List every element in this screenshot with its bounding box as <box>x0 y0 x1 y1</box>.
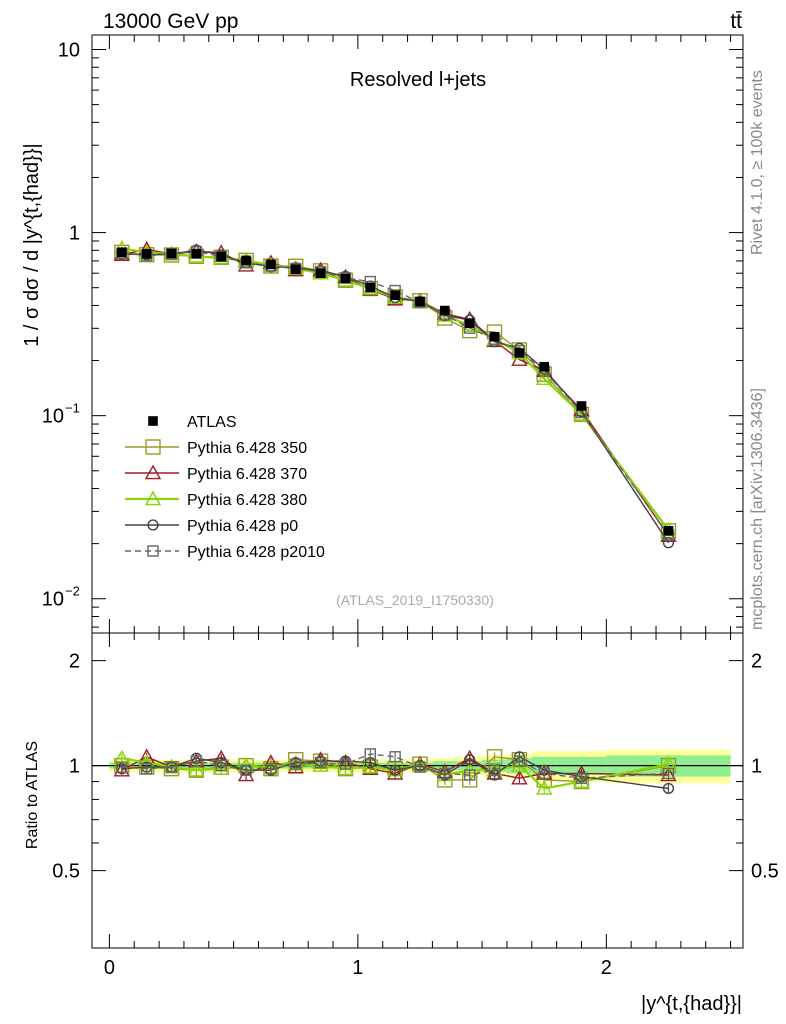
x-tick-label: 1 <box>352 957 363 979</box>
process-label: tt̄ <box>730 10 742 33</box>
atlas-data-point <box>440 305 450 316</box>
ratio-point-p2010 <box>240 764 252 776</box>
legend-marker-p350 <box>145 439 161 455</box>
atlas-data-point <box>191 249 202 259</box>
series-point-p380 <box>536 370 553 386</box>
legend-label-p380: Pythia 6.428 380 <box>187 492 307 509</box>
y-tick-label-0.01: 10 <box>42 589 64 611</box>
chart-title: Resolved l+jets <box>350 69 486 91</box>
atlas-data-point <box>489 331 500 342</box>
ratio-point-p370 <box>113 761 131 777</box>
ratio-point-p2010 <box>463 769 476 781</box>
ratio-point-p0 <box>464 754 476 766</box>
atlas-data-point <box>216 251 227 262</box>
ratio-point-p380 <box>511 757 528 772</box>
atlas-data-point <box>266 259 276 270</box>
ratio-point-p0 <box>662 782 675 795</box>
analysis-watermark: (ATLAS_2019_I1750330) <box>336 592 494 608</box>
series-point-p0 <box>662 537 675 549</box>
legend-label-p350: Pythia 6.428 350 <box>187 440 307 457</box>
ratio-point-p2010 <box>314 756 327 769</box>
y-tick-label-0.1: 10 <box>42 406 64 428</box>
ratio-point-p2010 <box>215 759 227 772</box>
ratio-point-p2010 <box>538 767 550 780</box>
atlas-data-point <box>241 255 251 266</box>
ratio-point-p2010 <box>165 761 178 773</box>
legend-marker-p370 <box>144 464 162 480</box>
ratio-line-p2010 <box>121 753 669 779</box>
ratio-point-p2010 <box>439 767 451 780</box>
atlas-data-point <box>117 247 127 258</box>
legend-label-p2010: Pythia 6.428 p2010 <box>187 544 325 561</box>
atlas-data-point <box>315 268 326 278</box>
y-axis-label: 1 / σ dσ / d |y^{t,{had}}| <box>21 143 43 347</box>
x-axis-label: |y^{t,{had}}| <box>641 993 742 1015</box>
y-tick-exponent: −2 <box>65 584 80 599</box>
legend-marker-atlas <box>148 416 158 426</box>
atlas-data-point <box>663 526 674 536</box>
atlas-data-point <box>141 249 152 259</box>
legend-marker-p380 <box>144 490 162 506</box>
rivet-side-label: Rivet 4.1.0, ≥ 100k events <box>749 70 766 255</box>
mcplots-side-label: mcplots.cern.ch [arXiv:1306.3436] <box>749 388 766 630</box>
ratio-point-p2010 <box>575 772 588 784</box>
ratio-point-p2010 <box>662 767 675 780</box>
x-tick-label: 0 <box>104 957 115 979</box>
ratio-tick-label-left: 2 <box>69 651 80 673</box>
x-tick-label: 2 <box>601 957 612 979</box>
ratio-tick-label-left: 0.5 <box>52 861 80 883</box>
ratio-panel-series <box>113 748 677 795</box>
ratio-point-p380 <box>213 760 230 775</box>
atlas-data-point <box>539 361 550 372</box>
y-tick-exponent: −1 <box>65 401 80 416</box>
ratio-point-p2010 <box>290 758 302 770</box>
legend-marker-p2010 <box>147 545 159 557</box>
atlas-data-point <box>464 318 475 328</box>
ratio-point-p0 <box>389 764 401 776</box>
y-tick-label-10: 10 <box>58 39 80 61</box>
ratio-point-p380 <box>337 760 354 775</box>
ratio-tick-label-right: 1 <box>751 756 762 778</box>
legend-label-p0: Pythia 6.428 p0 <box>187 518 298 535</box>
ratio-point-p380 <box>188 761 205 777</box>
atlas-data-point <box>415 296 425 307</box>
legend-label-atlas: ATLAS <box>187 414 237 431</box>
atlas-data-point <box>390 290 400 300</box>
atlas-data-point <box>340 273 351 284</box>
ratio-point-p2010 <box>414 761 426 773</box>
series-point-p380 <box>573 405 590 421</box>
ratio-point-p2010 <box>265 762 277 775</box>
atlas-data-point <box>166 248 177 259</box>
main-panel-series <box>113 240 677 549</box>
atlas-data-point <box>365 282 376 293</box>
ratio-tick-label-right: 0.5 <box>751 861 779 883</box>
energy-label: 13000 GeV pp <box>103 10 238 33</box>
ratio-point-p370 <box>511 769 528 785</box>
legend-label-p370: Pythia 6.428 370 <box>187 466 307 483</box>
ratio-point-p2010 <box>116 761 128 773</box>
ratio-tick-label-right: 2 <box>751 651 762 673</box>
ratio-tick-label-left: 1 <box>69 756 80 778</box>
atlas-data-point <box>514 348 525 358</box>
legend: ATLAS Pythia 6.428 350 Pythia 6.428 370 Pyt… <box>125 414 325 561</box>
ratio-point-p2010 <box>488 764 501 776</box>
ratio-point-p2010 <box>140 762 153 775</box>
atlas-data-point <box>576 401 587 411</box>
ratio-point-p2010 <box>339 758 352 770</box>
series-point-p2010 <box>215 250 227 263</box>
ratio-point-p2010 <box>364 748 376 760</box>
atlas-data-point <box>290 264 301 275</box>
ratio-panel-frame <box>91 632 744 949</box>
ratio-point-p2010 <box>513 755 526 767</box>
ratio-point-p2010 <box>190 755 203 767</box>
legend-marker-p0 <box>147 519 159 531</box>
y-tick-label-1: 1 <box>69 223 80 245</box>
ratio-point-p380 <box>536 780 553 795</box>
ratio-point-p2010 <box>389 751 401 763</box>
ratio-y-axis-label: Ratio to ATLAS <box>24 741 41 849</box>
